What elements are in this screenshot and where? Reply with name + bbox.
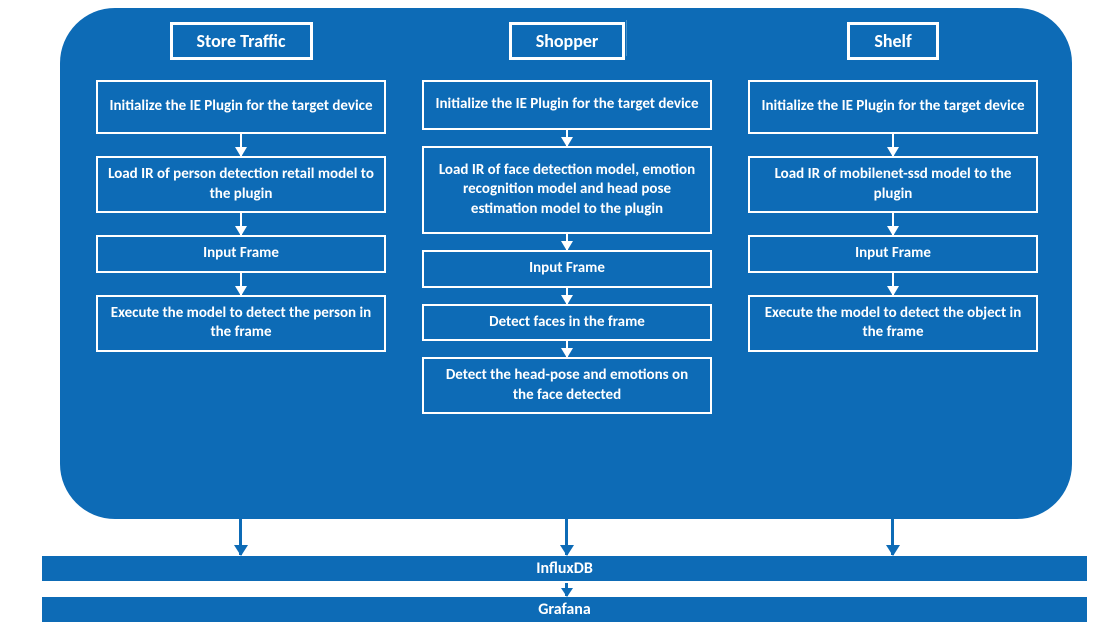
step-box: Execute the model to detect the person i… [96,295,386,352]
arrow-down-icon [892,273,894,295]
connector-arrow-icon [891,414,894,555]
connector-arrow-icon [565,519,568,555]
column-shopper: Shopper Initialize the IE Plugin for the… [422,22,712,414]
step-box: Initialize the IE Plugin for the target … [748,80,1038,134]
step-box: Execute the model to detect the object i… [748,295,1038,352]
step-box: Initialize the IE Plugin for the target … [96,80,386,134]
step-box: Initialize the IE Plugin for the target … [422,80,712,130]
arrow-down-icon [566,234,568,250]
header-shopper: Shopper [509,22,626,60]
arrow-down-icon [566,130,568,146]
step-box: Detect the head-pose and emotions on the… [422,357,712,414]
step-box: Input Frame [96,235,386,273]
step-box: Input Frame [422,250,712,288]
arrow-down-icon [240,213,242,235]
arrow-down-icon [240,273,242,295]
column-store-traffic: Store Traffic Initialize the IE Plugin f… [96,22,386,352]
step-box: Input Frame [748,235,1038,273]
arrow-down-icon [892,213,894,235]
sink-influxdb: InfluxDB [42,556,1087,581]
flow-panel: Store Traffic Initialize the IE Plugin f… [60,8,1072,519]
sink-grafana: Grafana [42,597,1087,622]
arrow-down-icon [566,288,568,304]
arrow-down-icon [892,134,894,156]
header-store-traffic: Store Traffic [170,22,313,60]
step-box: Load IR of mobilenet-ssd model to the pl… [748,156,1038,213]
connector-arrow-icon [239,437,242,555]
column-shelf: Shelf Initialize the IE Plugin for the t… [748,22,1038,352]
step-box: Detect faces in the frame [422,304,712,342]
header-shelf: Shelf [847,22,938,60]
arrow-down-icon [566,341,568,357]
connector-arrow-icon [565,583,568,596]
step-box: Load IR of person detection retail model… [96,156,386,213]
step-box: Load IR of face detection model, emotion… [422,146,712,234]
arrow-down-icon [240,134,242,156]
